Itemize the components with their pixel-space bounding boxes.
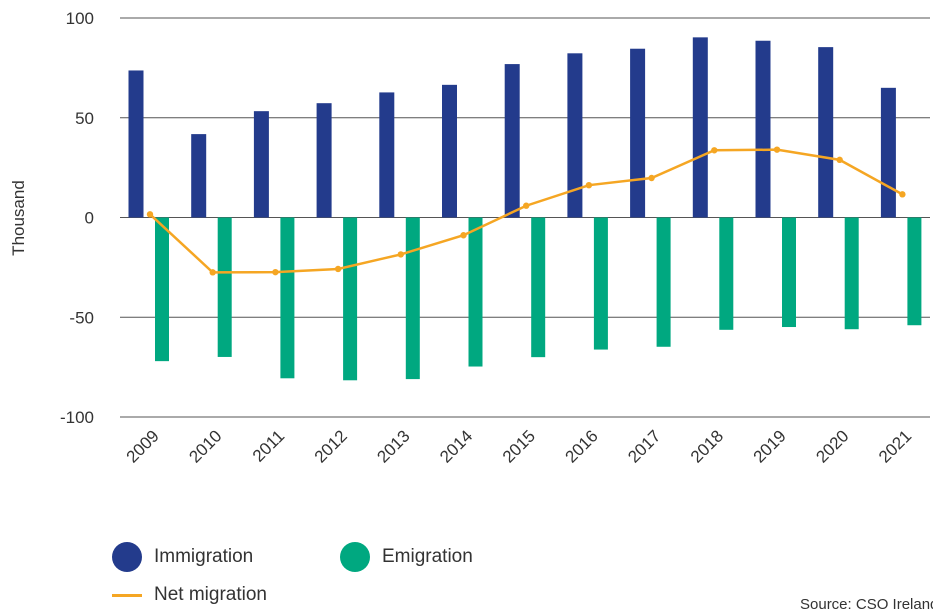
- legend-label-immigration: Immigration: [154, 546, 254, 567]
- x-tick-label: 2015: [499, 426, 539, 466]
- legend-item-emigration: Emigration: [340, 542, 473, 572]
- gridlines: [120, 17, 930, 418]
- x-tick-label: 2013: [373, 426, 413, 466]
- x-tick-label: 2011: [249, 426, 288, 465]
- x-tick-label: 2018: [687, 426, 727, 466]
- bars: [128, 37, 922, 381]
- net-migration-point-2019: [773, 146, 781, 153]
- net-migration-swatch: [112, 593, 142, 597]
- net-migration-point-2012: [334, 265, 342, 273]
- immigration-bar-2014: [442, 84, 457, 218]
- net-migration-point-2015: [523, 202, 530, 209]
- immigration-bar-2020: [818, 47, 834, 218]
- legend-label-net-migration: Net migration: [154, 584, 267, 605]
- x-tick-label: 2020: [812, 426, 852, 466]
- emigration-bar-2018: [719, 217, 734, 330]
- net-migration-point-2020: [836, 156, 843, 164]
- net-migration-point-2013: [397, 251, 404, 258]
- net-migration-point-2018: [711, 147, 718, 154]
- emigration-swatch: [340, 542, 370, 572]
- x-tick-label: 2016: [562, 426, 602, 466]
- net-migration-line-layer: [146, 146, 906, 276]
- x-tick-label: 2010: [185, 426, 225, 466]
- immigration-bar-2012: [316, 103, 332, 218]
- legend-item-net-migration: Net migration: [112, 584, 267, 606]
- emigration-bar-2009: [155, 217, 169, 362]
- emigration-bar-2013: [405, 217, 420, 380]
- emigration-bar-2015: [531, 217, 546, 358]
- immigration-bar-2019: [755, 40, 771, 218]
- x-tick-label: 2012: [311, 426, 351, 466]
- net-migration-point-2011: [272, 268, 279, 276]
- net-migration-point-2017: [648, 174, 655, 182]
- y-tick-label: 100: [66, 9, 94, 28]
- immigration-bar-2018: [692, 37, 708, 218]
- x-tick-label: 2019: [750, 426, 790, 466]
- emigration-bar-2016: [593, 217, 608, 350]
- x-axis-ticks: 2009 2010 2011 2012 2013 2014 2015 2016 2017 2018…: [123, 426, 916, 466]
- emigration-bar-2012: [343, 217, 358, 381]
- immigration-bar-2013: [379, 92, 395, 218]
- x-tick-label: 2017: [624, 426, 664, 466]
- net-migration-point-2009: [146, 211, 154, 218]
- legend-label-emigration: Emigration: [382, 546, 473, 567]
- immigration-bar-2015: [504, 64, 520, 218]
- net-migration-point-2014: [460, 232, 467, 239]
- immigration-bar-2016: [567, 53, 583, 218]
- legend: Immigration Emigration Net migration: [112, 542, 712, 610]
- emigration-bar-2014: [468, 217, 483, 367]
- net-migration-point-2010: [209, 269, 216, 276]
- net-migration-point-2021: [899, 191, 906, 198]
- x-tick-label: 2021: [875, 426, 915, 466]
- y-axis-ticks: 100 50 0 -50 -100: [60, 9, 94, 427]
- y-tick-label: -100: [60, 408, 94, 427]
- emigration-bar-2019: [782, 217, 796, 328]
- net-migration-point-2016: [585, 181, 593, 189]
- y-tick-label: 50: [75, 109, 94, 128]
- y-axis-title: Thousand: [9, 180, 28, 256]
- immigration-bar-2009: [128, 70, 144, 218]
- x-tick-label: 2009: [123, 426, 163, 466]
- emigration-bar-2010: [217, 217, 232, 357]
- x-tick-label: 2014: [436, 426, 476, 466]
- legend-item-immigration: Immigration: [112, 542, 253, 572]
- immigration-swatch: [112, 542, 142, 572]
- y-tick-label: 0: [85, 209, 94, 228]
- emigration-bar-2021: [907, 217, 922, 326]
- immigration-bar-2011: [253, 111, 269, 218]
- emigration-bar-2020: [844, 217, 859, 330]
- emigration-bar-2011: [280, 217, 295, 379]
- source-note: Source: CSO Ireland: [800, 596, 933, 613]
- y-tick-label: -50: [69, 308, 94, 327]
- emigration-bar-2017: [656, 217, 671, 347]
- immigration-bar-2017: [630, 48, 646, 218]
- immigration-bar-2010: [191, 134, 207, 218]
- immigration-bar-2021: [880, 87, 896, 218]
